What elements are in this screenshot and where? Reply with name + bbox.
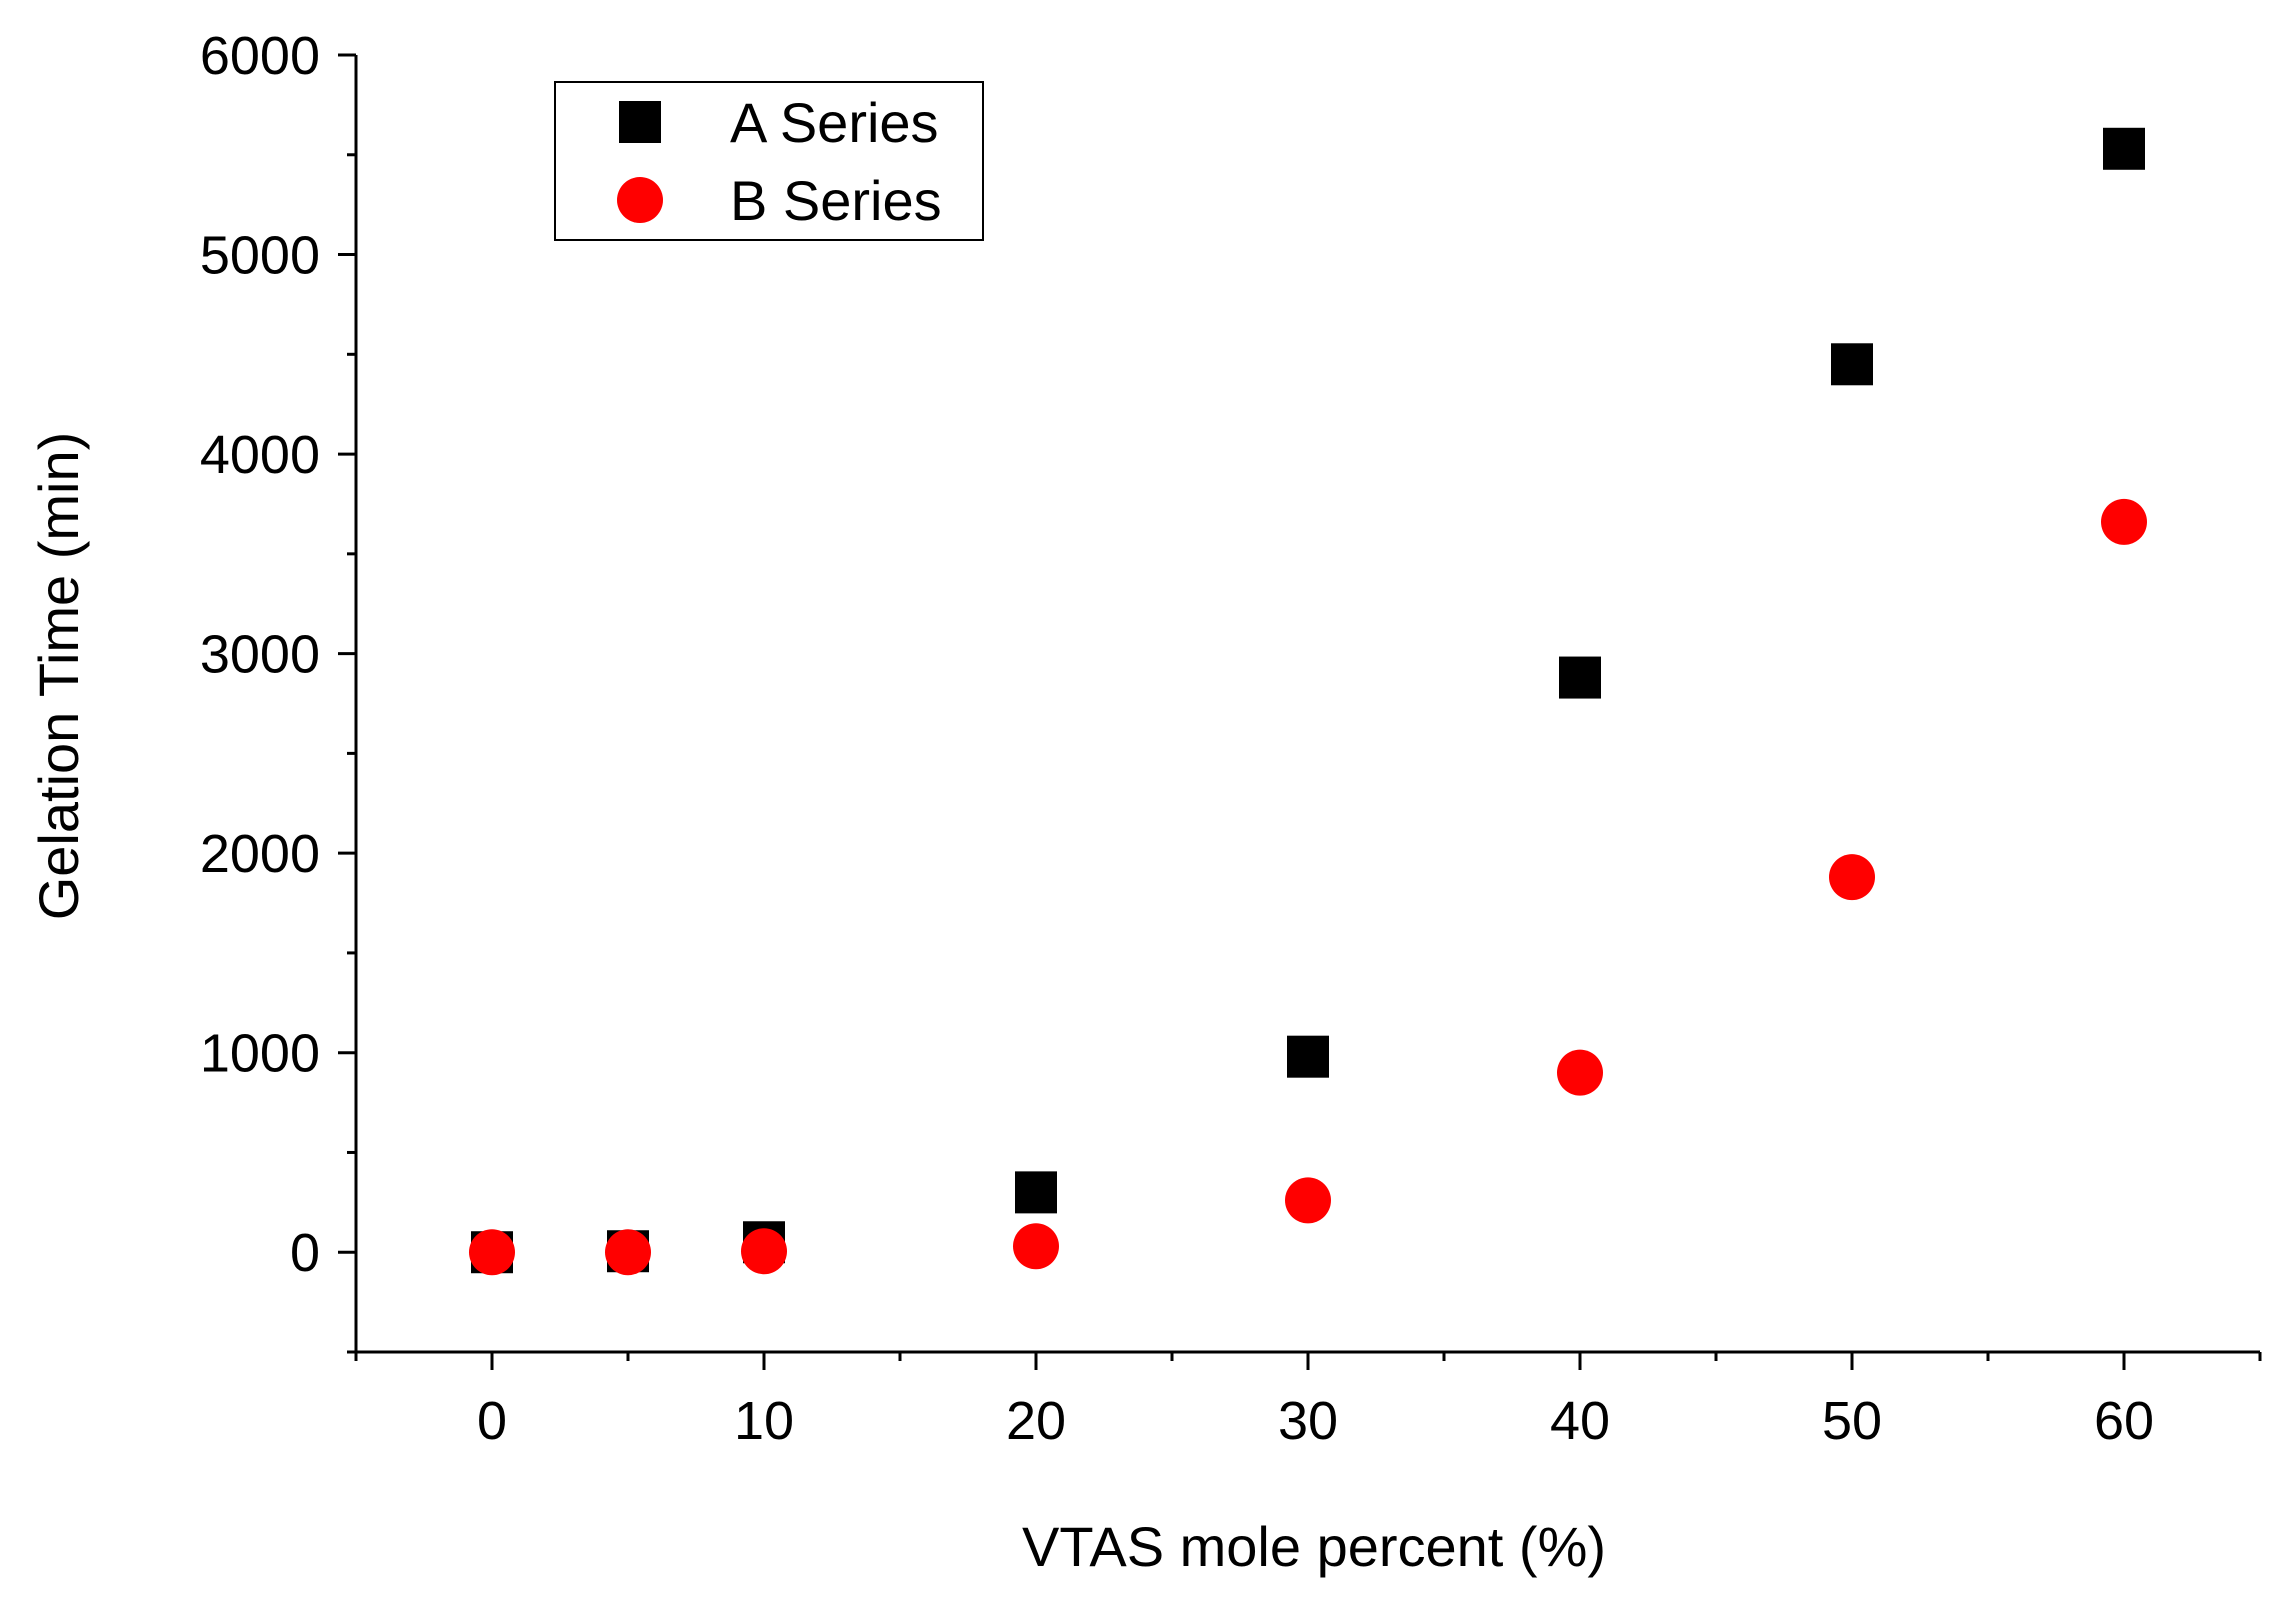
x-tick-label: 0 [477, 1391, 507, 1451]
legend: A Series B Series [554, 81, 984, 241]
a-series-point [2103, 127, 2145, 170]
y-tick-label: 3000 [200, 625, 320, 685]
b-series-point [2101, 498, 2147, 545]
a-series-point [1831, 343, 1873, 386]
x-tick-label: 20 [1006, 1391, 1066, 1451]
a-series-point [1287, 1035, 1329, 1078]
b-series-point [469, 1229, 515, 1276]
legend-label: A Series [730, 91, 939, 154]
y-tick-label: 4000 [200, 425, 320, 485]
b-series-point [1557, 1049, 1603, 1096]
legend-marker-square [619, 101, 661, 143]
y-tick-label: 1000 [200, 1024, 320, 1084]
data-marks [469, 127, 2147, 1276]
x-tick-label: 10 [734, 1391, 794, 1451]
legend-marker-circle [617, 177, 663, 223]
axes: 0 1000 2000 3000 4000 5000 6000 0 10 20 30 40 50 60 [200, 26, 2262, 1451]
b-series-point [1285, 1177, 1331, 1224]
y-tick-label: 5000 [200, 226, 320, 286]
y-tick-label: 0 [290, 1223, 320, 1283]
b-series-point [741, 1228, 787, 1275]
b-series-point [1013, 1223, 1059, 1270]
x-tick-label: 50 [1822, 1391, 1882, 1451]
y-axis-title: Gelation Time (min) [27, 432, 90, 921]
x-tick-label: 30 [1278, 1391, 1338, 1451]
a-series-point [1559, 656, 1601, 699]
x-tick-label: 40 [1550, 1391, 1610, 1451]
b-series-point [605, 1229, 651, 1276]
legend-label: B Series [730, 169, 942, 232]
y-tick-label: 2000 [200, 824, 320, 884]
x-axis-title: VTAS mole percent (%) [1022, 1515, 1606, 1578]
x-tick-label: 60 [2094, 1391, 2154, 1451]
b-series-point [1829, 854, 1875, 901]
y-tick-label: 6000 [200, 26, 320, 86]
a-series-point [1015, 1171, 1057, 1214]
